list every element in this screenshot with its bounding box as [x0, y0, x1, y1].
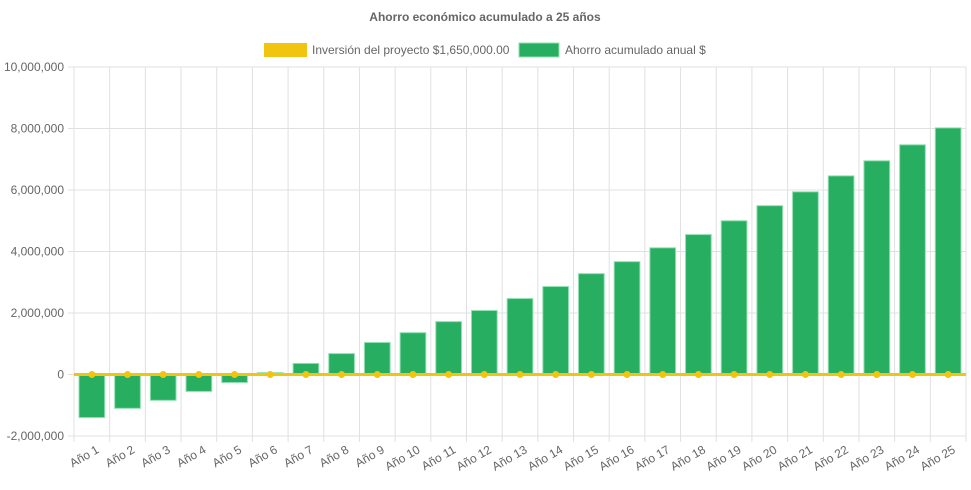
line-point [944, 371, 952, 378]
line-point [837, 371, 845, 378]
x-tick-label: Año 18 [668, 442, 708, 473]
bar [506, 298, 534, 375]
y-tick-label: 8,000,000 [11, 122, 65, 136]
bar [685, 234, 712, 375]
x-tick-label: Año 21 [775, 442, 815, 473]
line-point [659, 371, 667, 378]
line-point [409, 371, 417, 378]
bar [114, 374, 141, 409]
bar [363, 342, 391, 375]
x-tick-label: Año 7 [281, 442, 315, 470]
x-tick-label: Año 9 [353, 442, 387, 470]
line-point [801, 371, 809, 378]
legend: Inversión del proyecto $1,650,000.00 Aho… [264, 42, 706, 58]
x-tick-label: Año 6 [246, 442, 280, 470]
line-point [302, 371, 310, 378]
line-point [231, 371, 239, 378]
bar [470, 310, 498, 376]
bar [399, 332, 427, 375]
x-tick-label: Año 25 [918, 442, 958, 473]
line-point [480, 371, 488, 378]
bar [863, 160, 891, 375]
x-tick-label: Año 13 [490, 442, 530, 473]
line-point [159, 371, 167, 378]
bar [613, 261, 641, 375]
line-point [730, 371, 738, 378]
legend-item-investment[interactable]: Inversión del proyecto $1,650,000.00 [264, 43, 510, 57]
x-tick-label: Año 22 [811, 442, 851, 473]
bar [756, 205, 784, 375]
legend-swatch-investment [264, 43, 307, 57]
x-tick-label: Año 16 [597, 442, 637, 473]
line-point [338, 371, 346, 378]
bar [149, 374, 177, 401]
line-point [516, 371, 524, 378]
line-point [873, 371, 881, 378]
y-tick-label: 0 [57, 368, 64, 382]
line-point [266, 371, 274, 378]
line-point [908, 371, 916, 378]
bar [792, 191, 819, 375]
line-point [445, 371, 453, 378]
x-tick-label: Año 5 [210, 442, 244, 470]
chart-title: Ahorro económico acumulado a 25 años [369, 10, 601, 24]
x-tick-label: Año 1 [67, 442, 101, 470]
legend-label-savings: Ahorro acumulado anual $ [565, 43, 706, 57]
bar [827, 175, 855, 375]
bar [435, 321, 462, 375]
bar [934, 127, 962, 376]
bar [899, 144, 926, 375]
x-tick-label: Año 17 [632, 442, 672, 473]
y-tick-label: 2,000,000 [11, 306, 65, 320]
line-point [766, 371, 774, 378]
line-point [88, 371, 96, 378]
x-tick-label: Año 15 [561, 442, 601, 473]
bar [578, 273, 605, 376]
y-tick-label: -2,000,000 [7, 429, 65, 443]
line-point [195, 371, 203, 378]
legend-swatch-savings [518, 42, 560, 58]
bar [78, 374, 106, 419]
bar [649, 247, 677, 375]
x-tick-label: Año 2 [103, 442, 137, 470]
x-tick-label: Año 12 [454, 442, 494, 473]
line-point [373, 371, 381, 378]
legend-item-savings[interactable]: Ahorro acumulado anual $ [518, 42, 706, 58]
x-tick-label: Año 19 [704, 442, 744, 473]
x-tick-label: Año 11 [419, 442, 458, 473]
line-point [124, 371, 132, 378]
y-tick-label: 4,000,000 [11, 245, 65, 259]
x-tick-label: Año 24 [882, 442, 922, 473]
bar [720, 220, 748, 375]
x-tick-label: Año 23 [846, 442, 886, 473]
x-tick-label: Año 3 [139, 442, 173, 470]
x-tick-label: Año 4 [174, 442, 208, 470]
line-point [694, 371, 702, 378]
x-tick-label: Año 10 [383, 442, 423, 473]
x-tick-label: Año 14 [525, 442, 565, 473]
x-tick-label: Año 8 [317, 442, 351, 470]
line-point [552, 371, 560, 378]
y-tick-label: 6,000,000 [11, 183, 65, 197]
legend-label-investment: Inversión del proyecto $1,650,000.00 [312, 43, 510, 57]
bar [542, 286, 570, 375]
y-tick-label: 10,000,000 [4, 60, 64, 74]
x-tick-label: Año 20 [739, 442, 779, 473]
line-point [623, 371, 631, 378]
line-point [587, 371, 595, 378]
